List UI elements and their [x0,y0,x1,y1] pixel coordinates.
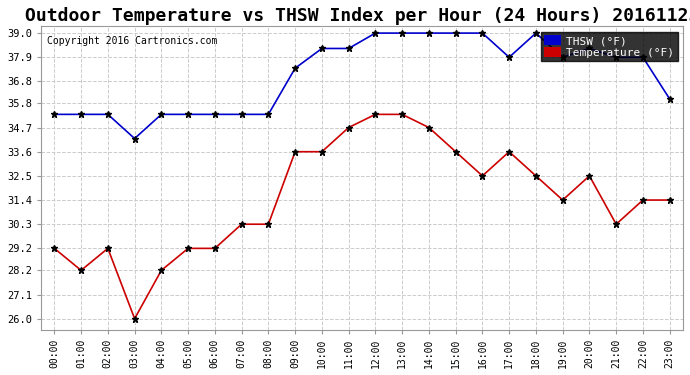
Title: Outdoor Temperature vs THSW Index per Hour (24 Hours) 20161125: Outdoor Temperature vs THSW Index per Ho… [25,7,690,25]
Text: Copyright 2016 Cartronics.com: Copyright 2016 Cartronics.com [48,36,218,46]
Legend: THSW (°F), Temperature (°F): THSW (°F), Temperature (°F) [540,32,678,62]
